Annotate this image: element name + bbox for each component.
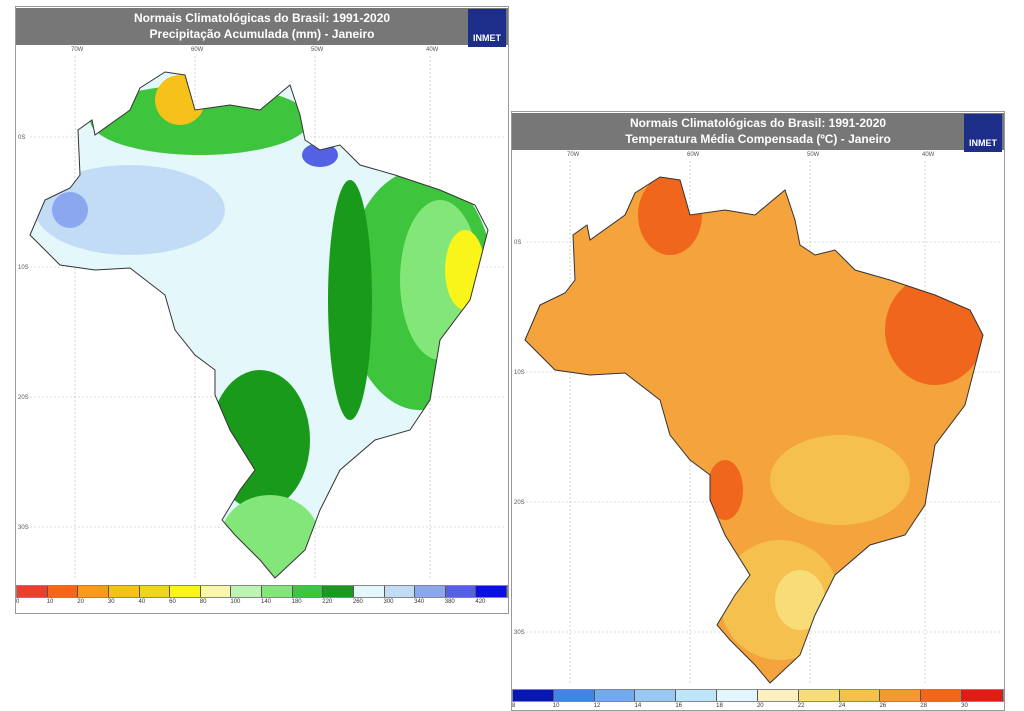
colorbar-swatch <box>798 690 840 701</box>
colorbar-label: 28 <box>920 703 927 709</box>
colorbar-label: 20 <box>77 599 84 605</box>
inmet-logo: INMET <box>964 114 1002 152</box>
colorbar-swatch <box>170 586 201 597</box>
lat-tick: 30S <box>18 525 29 531</box>
lat-tick: 0S <box>18 135 26 141</box>
colorbar-label: 40 <box>138 599 146 605</box>
lon-tick: 40W <box>922 152 935 158</box>
colorbar-swatch <box>108 586 140 597</box>
colorbar-swatch <box>353 586 385 597</box>
lon-tick: 60W <box>687 152 700 158</box>
lon-tick: 50W <box>311 47 324 53</box>
colorbar-swatch <box>231 586 262 597</box>
precipitation-colorbar-labels: 0 10 20 30 40 60 80 100 140 180 220 260 300 340 380 420 <box>16 599 506 605</box>
precipitation-colorbar <box>16 585 508 598</box>
map-title: Normais Climatológicas do Brasil: 1991-2… <box>133 11 391 25</box>
colorbar-label: 14 <box>634 703 642 709</box>
lon-tick: 40W <box>426 47 439 53</box>
colorbar-label: 20 <box>756 703 764 709</box>
lon-tick: 50W <box>807 152 820 158</box>
colorbar-label: 100 <box>230 599 241 605</box>
map-title: Normais Climatológicas do Brasil: 1991-2… <box>629 116 887 130</box>
colorbar-swatch <box>262 586 293 597</box>
lat-tick: 20S <box>18 395 29 401</box>
colorbar-swatch <box>415 586 446 597</box>
colorbar-swatch <box>445 586 477 597</box>
colorbar-label: 340 <box>414 599 425 605</box>
colorbar-label: 16 <box>675 703 682 709</box>
colorbar-swatch <box>78 586 109 597</box>
colorbar-label: 10 <box>552 703 560 709</box>
colorbar-swatch <box>200 586 232 597</box>
colorbar-label: 380 <box>444 599 455 605</box>
colorbar-label: 0 <box>16 599 20 605</box>
colorbar-label: 22 <box>797 703 805 709</box>
temperature-colorbar <box>512 689 1004 702</box>
colorbar-swatch <box>384 586 416 597</box>
colorbar-label: 30 <box>107 599 115 605</box>
map-subtitle: Temperatura Média Compensada (ºC) - Jane… <box>625 132 891 146</box>
colorbar-label: 24 <box>838 703 846 709</box>
colorbar-swatch <box>513 690 554 701</box>
lat-tick: 10S <box>514 370 525 376</box>
temperature-colorbar-labels: 8 10 12 14 16 18 20 22 24 26 28 30 <box>512 703 1002 709</box>
colorbar-label: 8 <box>512 703 516 709</box>
colorbar-swatch <box>594 690 636 701</box>
lat-tick: 20S <box>514 500 525 506</box>
lon-tick: 60W <box>191 47 204 53</box>
colorbar-label: 180 <box>291 599 302 605</box>
colorbar-swatch <box>292 586 324 597</box>
colorbar-label: 420 <box>475 599 486 605</box>
lat-tick: 10S <box>18 265 29 271</box>
colorbar-label: 260 <box>352 599 363 605</box>
colorbar-label: 300 <box>383 599 394 605</box>
colorbar-swatch <box>880 690 922 701</box>
colorbar-label: 12 <box>593 703 601 709</box>
colorbar-label: 220 <box>322 599 333 605</box>
inmet-logo: INMET <box>468 9 506 47</box>
colorbar-swatch <box>17 586 48 597</box>
temperature-map-header: Normais Climatológicas do Brasil: 1991-2… <box>512 113 1004 152</box>
colorbar-swatch <box>476 586 507 597</box>
lon-tick: 70W <box>71 47 84 53</box>
colorbar-label: 10 <box>46 599 54 605</box>
colorbar-swatch <box>962 690 1003 701</box>
colorbar-swatch <box>635 690 677 701</box>
colorbar-label: 80 <box>199 599 207 605</box>
colorbar-swatch <box>47 586 79 597</box>
colorbar-swatch <box>676 690 718 701</box>
colorbar-label: 140 <box>261 599 272 605</box>
lat-tick: 30S <box>514 630 525 636</box>
temperature-map-panel: Normais Climatológicas do Brasil: 1991-2… <box>511 111 1005 711</box>
colorbar-label: 26 <box>879 703 887 709</box>
colorbar-swatch <box>139 586 171 597</box>
lat-tick: 0S <box>514 240 522 246</box>
lon-tick: 70W <box>567 152 580 158</box>
colorbar-label: 18 <box>716 703 723 709</box>
colorbar-swatch <box>323 586 354 597</box>
colorbar-swatch <box>757 690 799 701</box>
precipitation-map-header: Normais Climatológicas do Brasil: 1991-2… <box>16 8 508 47</box>
colorbar-swatch <box>553 690 595 701</box>
colorbar-swatch <box>921 690 963 701</box>
precipitation-map-panel: Normais Climatológicas do Brasil: 1991-2… <box>15 6 509 614</box>
colorbar-swatch <box>839 690 881 701</box>
map-subtitle: Precipitação Acumulada (mm) - Janeiro <box>149 27 375 41</box>
colorbar-label: 30 <box>961 703 968 709</box>
colorbar-label: 60 <box>169 599 176 605</box>
colorbar-swatch <box>717 690 758 701</box>
